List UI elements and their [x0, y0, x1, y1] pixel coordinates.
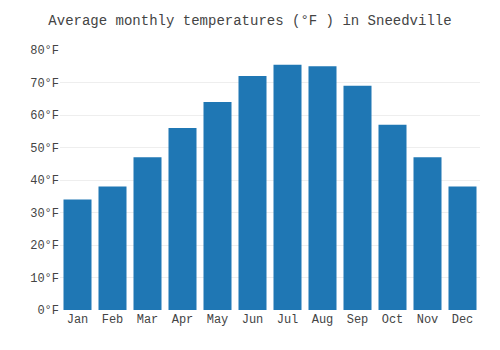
svg-text:Nov: Nov [417, 313, 439, 327]
svg-text:50°F: 50°F [30, 142, 59, 156]
svg-text:10°F: 10°F [30, 272, 59, 286]
svg-text:Dec: Dec [452, 313, 474, 327]
svg-text:60°F: 60°F [30, 109, 59, 123]
svg-text:30°F: 30°F [30, 207, 59, 221]
svg-text:Jan: Jan [67, 313, 89, 327]
svg-text:Jun: Jun [242, 313, 264, 327]
svg-text:20°F: 20°F [30, 239, 59, 253]
svg-text:0°F: 0°F [37, 304, 59, 318]
svg-text:Feb: Feb [102, 313, 124, 327]
svg-text:Jul: Jul [277, 313, 299, 327]
svg-text:Mar: Mar [137, 313, 159, 327]
svg-text:40°F: 40°F [30, 174, 59, 188]
svg-text:Oct: Oct [382, 313, 404, 327]
svg-text:Aug: Aug [312, 313, 334, 327]
svg-text:Apr: Apr [172, 313, 194, 327]
svg-text:70°F: 70°F [30, 77, 59, 91]
svg-text:Average monthly temperatures (: Average monthly temperatures (°F ) in Sn… [48, 13, 451, 29]
svg-text:Sep: Sep [347, 313, 369, 327]
svg-text:May: May [207, 313, 229, 327]
svg-text:80°F: 80°F [30, 44, 59, 58]
